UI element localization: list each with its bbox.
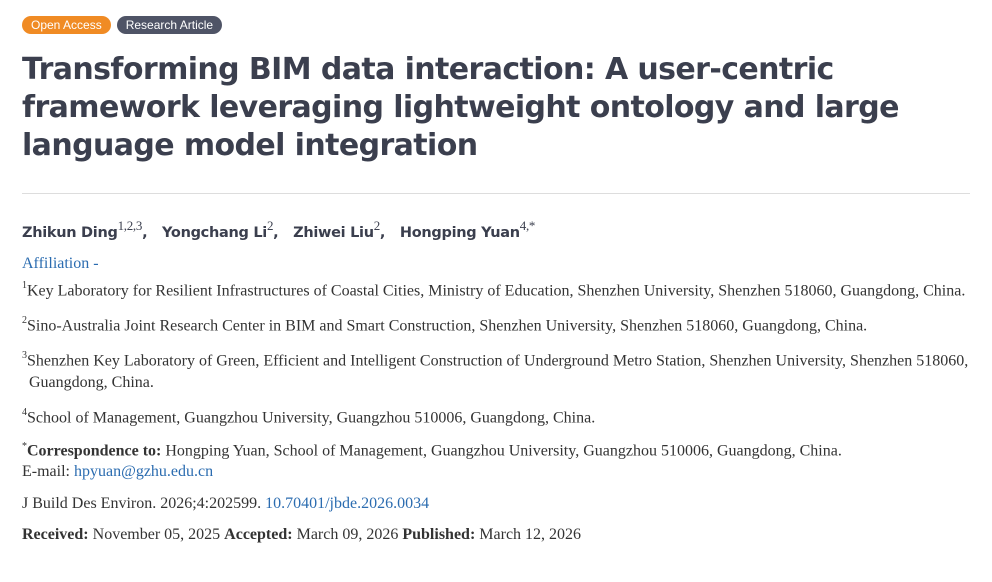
author-list: Zhikun Ding1,2,3, Yongchang Li2, Zhiwei … (22, 218, 970, 241)
affiliation-item: 1Key Laboratory for Resilient Infrastruc… (22, 276, 970, 301)
author-name: Zhiwei Liu (293, 224, 374, 241)
divider (22, 193, 970, 194)
received-label: Received: (22, 526, 89, 544)
email-link[interactable]: hpyuan@gzhu.edu.cn (73, 463, 214, 481)
badge-row: Open Access Research Article (22, 16, 970, 34)
author[interactable]: Yongchang Li2, (162, 218, 279, 241)
article-type-badge: Research Article (116, 16, 223, 34)
article-title: Transforming BIM data interaction: A use… (22, 52, 899, 163)
author-affiliation-sup: 1,2,3 (117, 218, 143, 233)
citation: J Build Des Environ. 2026;4:202599. 10.7… (22, 493, 970, 514)
author-name: Yongchang Li (162, 224, 267, 241)
author[interactable]: Zhikun Ding1,2,3, (22, 218, 148, 241)
author-separator: , (379, 224, 386, 241)
author-name: Zhikun Ding (22, 224, 118, 241)
affiliation-number: 1 (22, 279, 27, 291)
published-label: Published: (402, 526, 476, 544)
affiliation-number: 2 (22, 315, 27, 327)
author-affiliation-sup: 2 (266, 218, 274, 233)
article-dates: Received: November 05, 2025 Accepted: Ma… (22, 524, 970, 545)
affiliation-toggle[interactable]: Affiliation - (22, 255, 99, 273)
author-name: Hongping Yuan (399, 224, 520, 241)
accepted-date: March 09, 2026 (292, 526, 403, 544)
affiliation-text: School of Management, Guangzhou Universi… (27, 409, 596, 427)
correspondence-label: Correspondence to: (27, 442, 162, 460)
author-affiliation-sup: 2 (373, 218, 381, 233)
affiliation-number: 3 (22, 350, 27, 362)
author-separator: , (273, 224, 279, 241)
received-date: November 05, 2025 (88, 526, 225, 544)
citation-text: J Build Des Environ. 2026;4:202599. (22, 495, 266, 513)
open-access-badge: Open Access (22, 16, 111, 34)
published-date: March 12, 2026 (475, 526, 582, 544)
email-label: E-mail: (22, 463, 74, 481)
affiliation-text: Key Laboratory for Resilient Infrastruct… (27, 282, 966, 300)
author[interactable]: Hongping Yuan4,* (399, 218, 536, 241)
collapse-icon: - (93, 254, 99, 272)
affiliation-number: 4 (22, 406, 27, 418)
correspondence-mark: * (22, 441, 27, 453)
affiliation-text: Sino-Australia Joint Research Center in … (27, 317, 868, 335)
affiliation-item: 4School of Management, Guangzhou Univers… (22, 403, 970, 428)
author-separator: , (142, 224, 148, 241)
correspondence-text: Hongping Yuan, School of Management, Gua… (161, 442, 842, 460)
author-affiliation-sup: 4,* (519, 218, 536, 233)
affiliation-item: 3Shenzhen Key Laboratory of Green, Effic… (22, 346, 970, 392)
author[interactable]: Zhiwei Liu2, (293, 218, 386, 241)
correspondence: *Correspondence to: Hongping Yuan, Schoo… (22, 436, 970, 482)
affiliation-toggle-label: Affiliation (22, 254, 90, 272)
accepted-label: Accepted: (224, 526, 293, 544)
article-header: Open Access Research Article Transformin… (22, 16, 970, 545)
affiliation-text: Shenzhen Key Laboratory of Green, Effici… (27, 352, 969, 391)
doi-link[interactable]: 10.70401/jbde.2026.0034 (265, 495, 430, 513)
affiliation-item: 2Sino-Australia Joint Research Center in… (22, 311, 970, 336)
